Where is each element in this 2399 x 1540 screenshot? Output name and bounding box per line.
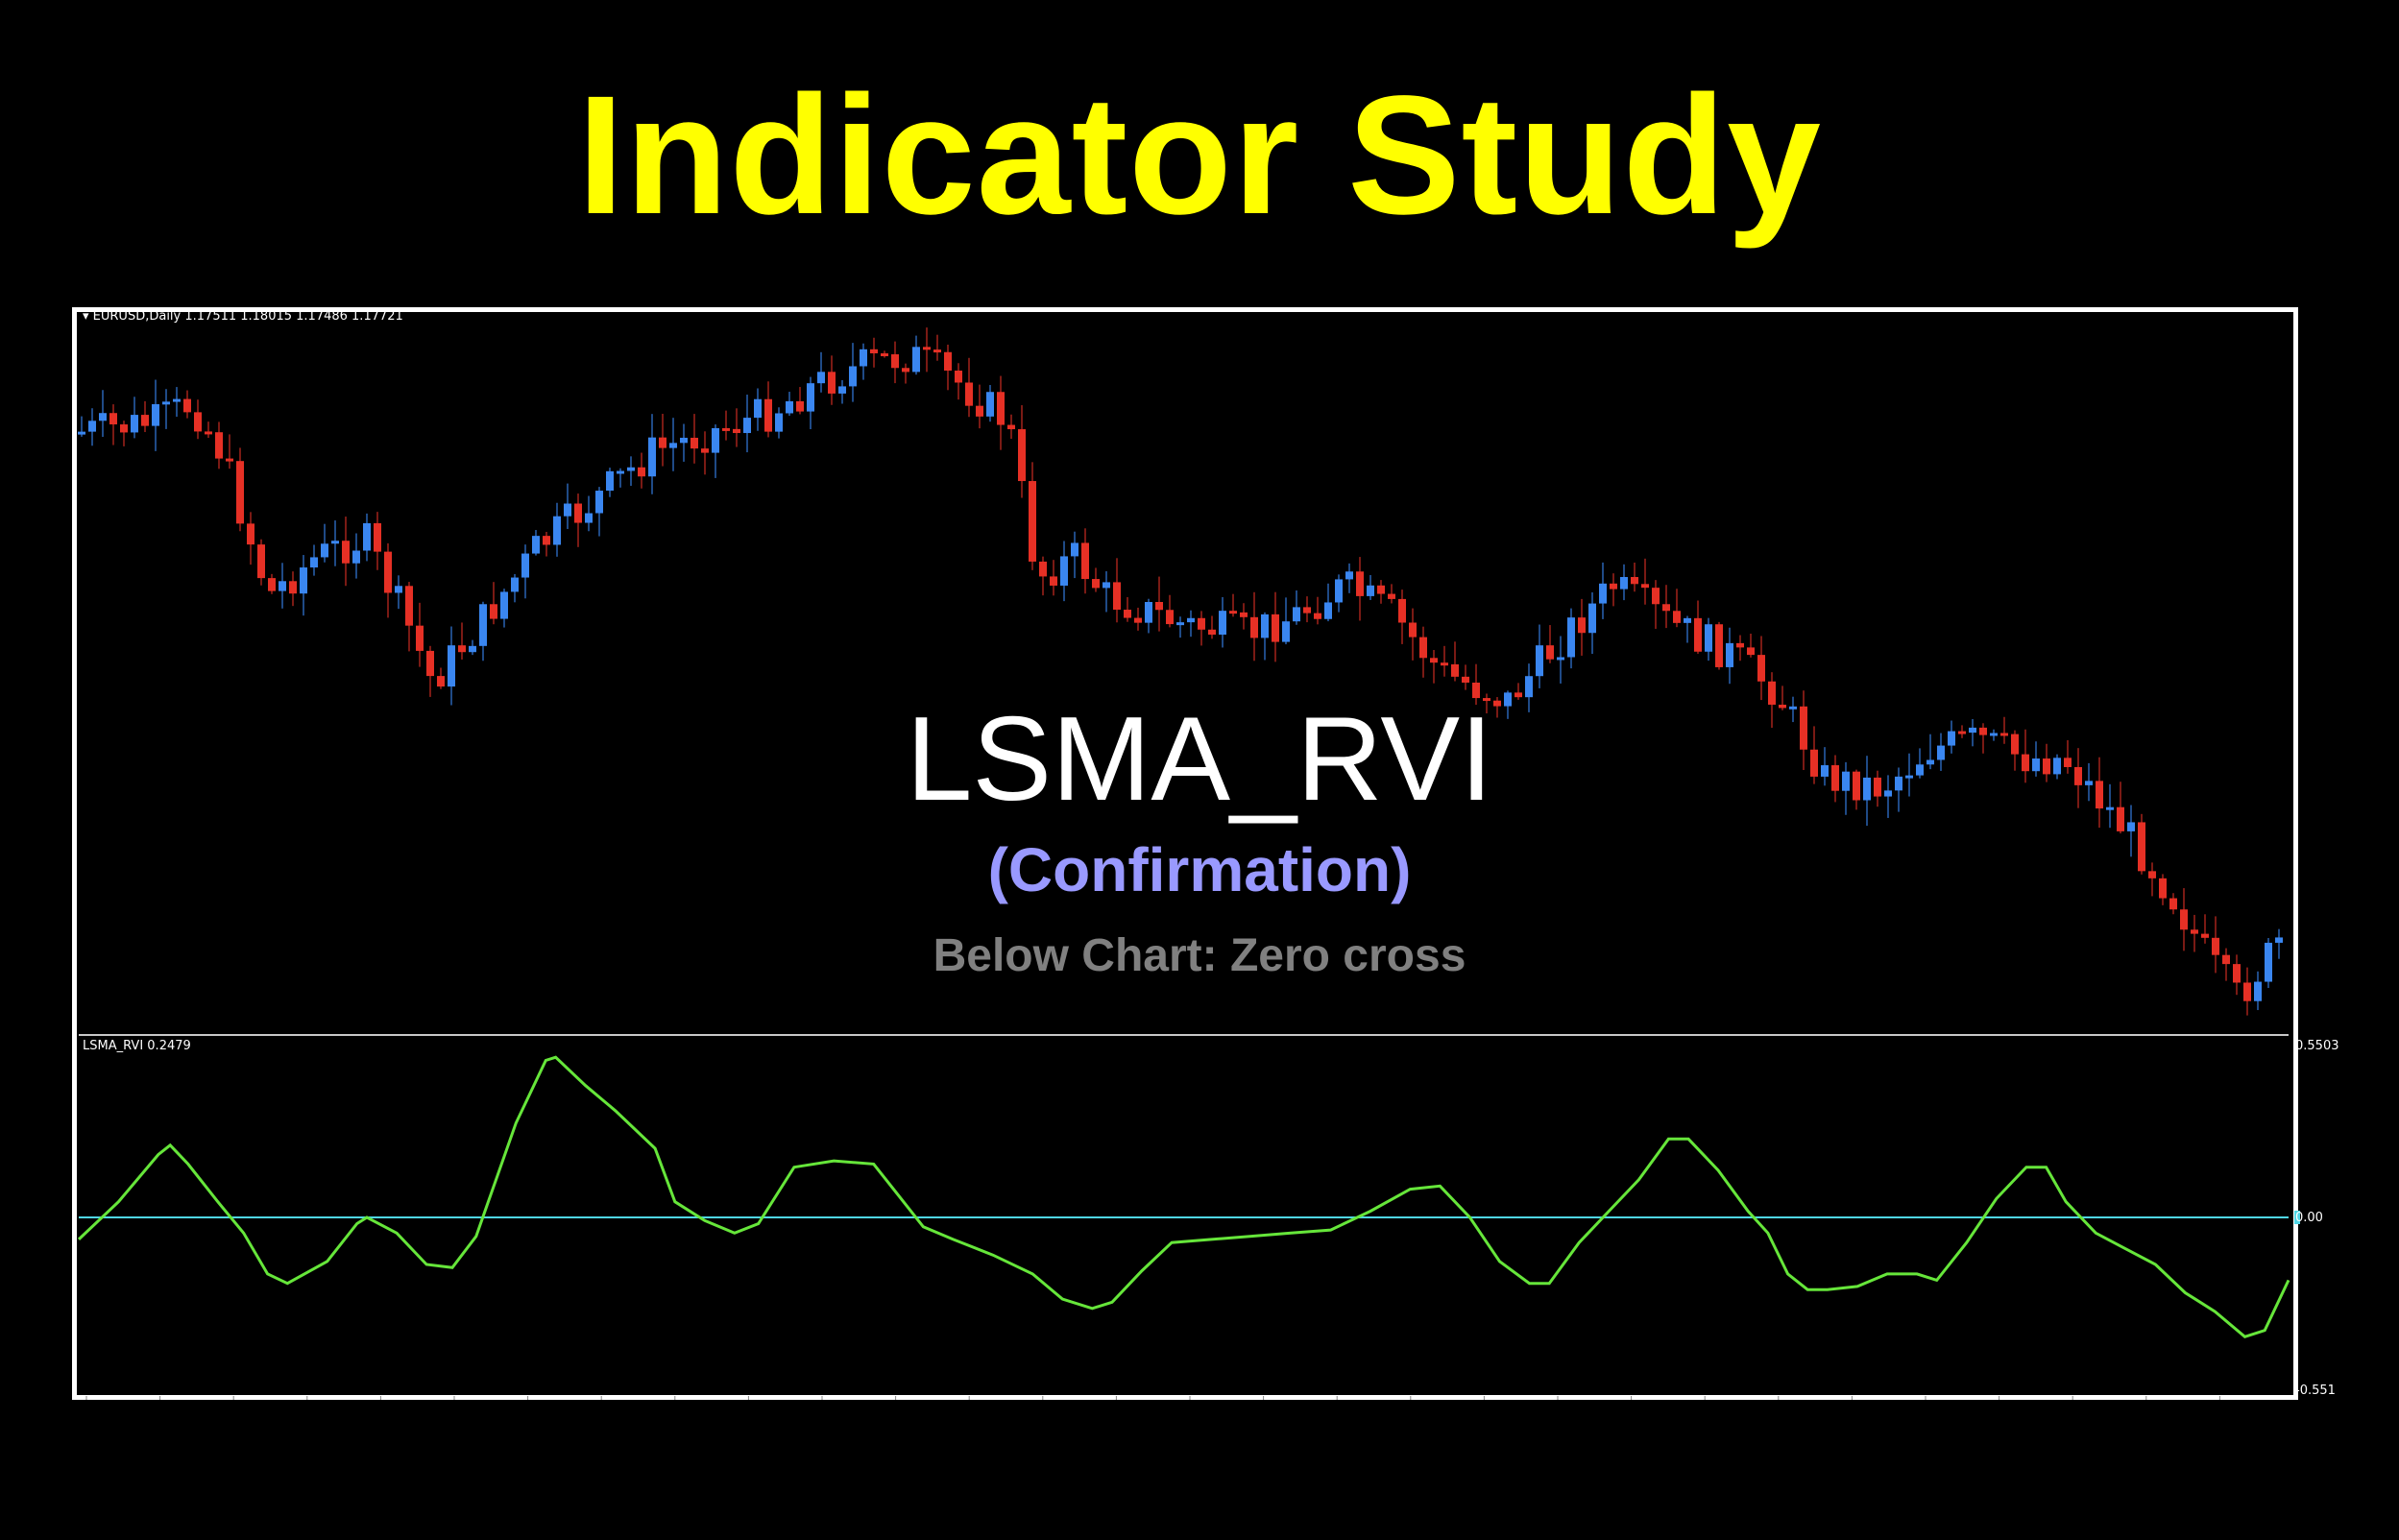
chart-frame <box>72 307 2298 1400</box>
indicator-label: LSMA_RVI 0.2479 <box>83 1039 191 1053</box>
dropdown-triangle-icon[interactable]: ▾ <box>83 309 93 324</box>
page-title: Indicator Study <box>577 61 1822 250</box>
indicator-axis-min: -0.551 <box>2295 1384 2336 1398</box>
price-candles <box>78 327 2283 1016</box>
zero-level-marker <box>2294 1211 2300 1224</box>
overlay-indicator-name: LSMA_RVI <box>906 693 1493 826</box>
overlay-role: (Confirmation) <box>987 835 1412 904</box>
indicator-axis-max: 0.5503 <box>2295 1039 2339 1053</box>
indicator-line <box>77 1055 2290 1338</box>
overlay-note: Below Chart: Zero cross <box>933 930 1466 981</box>
time-axis-ticks <box>85 1396 2220 1400</box>
indicator-axis-zero: 0.00 <box>2295 1211 2323 1225</box>
symbol-label[interactable]: ▾ EURUSD,Daily 1.17511 1.18015 1.17486 1… <box>83 309 403 324</box>
